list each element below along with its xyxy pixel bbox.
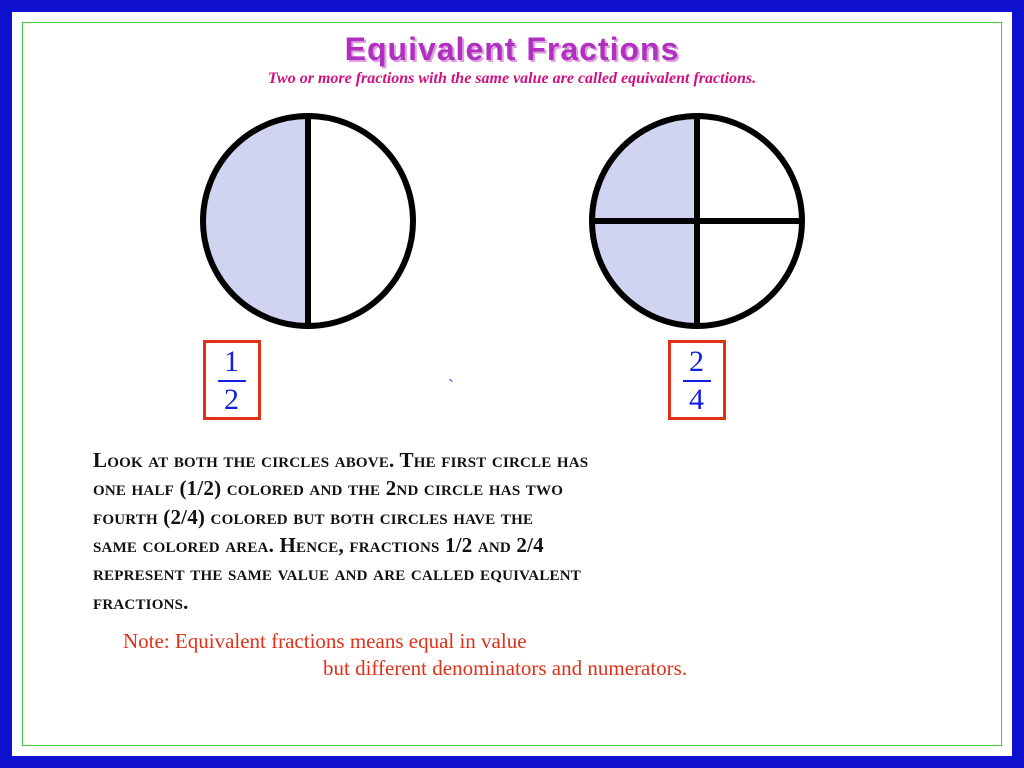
- note-line: Note: Equivalent fractions means equal i…: [123, 628, 961, 655]
- quarter-circle-diagram: [582, 106, 812, 336]
- fraction-numerator: 1: [224, 347, 239, 377]
- stray-mark: `: [448, 376, 454, 397]
- explanation-paragraph: Look at both the circles above. The firs…: [93, 446, 961, 616]
- fraction-numerator: 2: [689, 347, 704, 377]
- body-line: one half (1/2) colored and the 2nd circl…: [93, 474, 961, 502]
- fraction-denominator: 4: [689, 385, 704, 415]
- body-line: Look at both the circles above. The firs…: [93, 446, 961, 474]
- fraction-two-fourth-box: 2 4: [668, 340, 726, 420]
- note-line: but different denominators and numerator…: [323, 655, 961, 682]
- page-subtitle: Two or more fractions with the same valu…: [53, 70, 971, 88]
- body-line: fractions.: [93, 588, 961, 616]
- body-line: represent the same value and are called …: [93, 559, 961, 587]
- fraction-bar-icon: [218, 380, 246, 382]
- fraction-bar-icon: [683, 380, 711, 382]
- diagrams-row: 1 2 2 4: [53, 106, 971, 420]
- left-diagram-block: 1 2: [193, 106, 423, 420]
- outer-frame: Equivalent Fractions Two or more fractio…: [0, 0, 1024, 768]
- note-paragraph: Note: Equivalent fractions means equal i…: [123, 628, 961, 683]
- fraction-half-box: 1 2: [203, 340, 261, 420]
- body-line: same colored area. Hence, fractions 1/2 …: [93, 531, 961, 559]
- inner-frame: Equivalent Fractions Two or more fractio…: [22, 22, 1002, 746]
- page-title: Equivalent Fractions: [53, 31, 971, 68]
- right-diagram-block: 2 4: [582, 106, 812, 420]
- fraction-denominator: 2: [224, 385, 239, 415]
- half-circle-diagram: [193, 106, 423, 336]
- body-line: fourth (2/4) colored but both circles ha…: [93, 503, 961, 531]
